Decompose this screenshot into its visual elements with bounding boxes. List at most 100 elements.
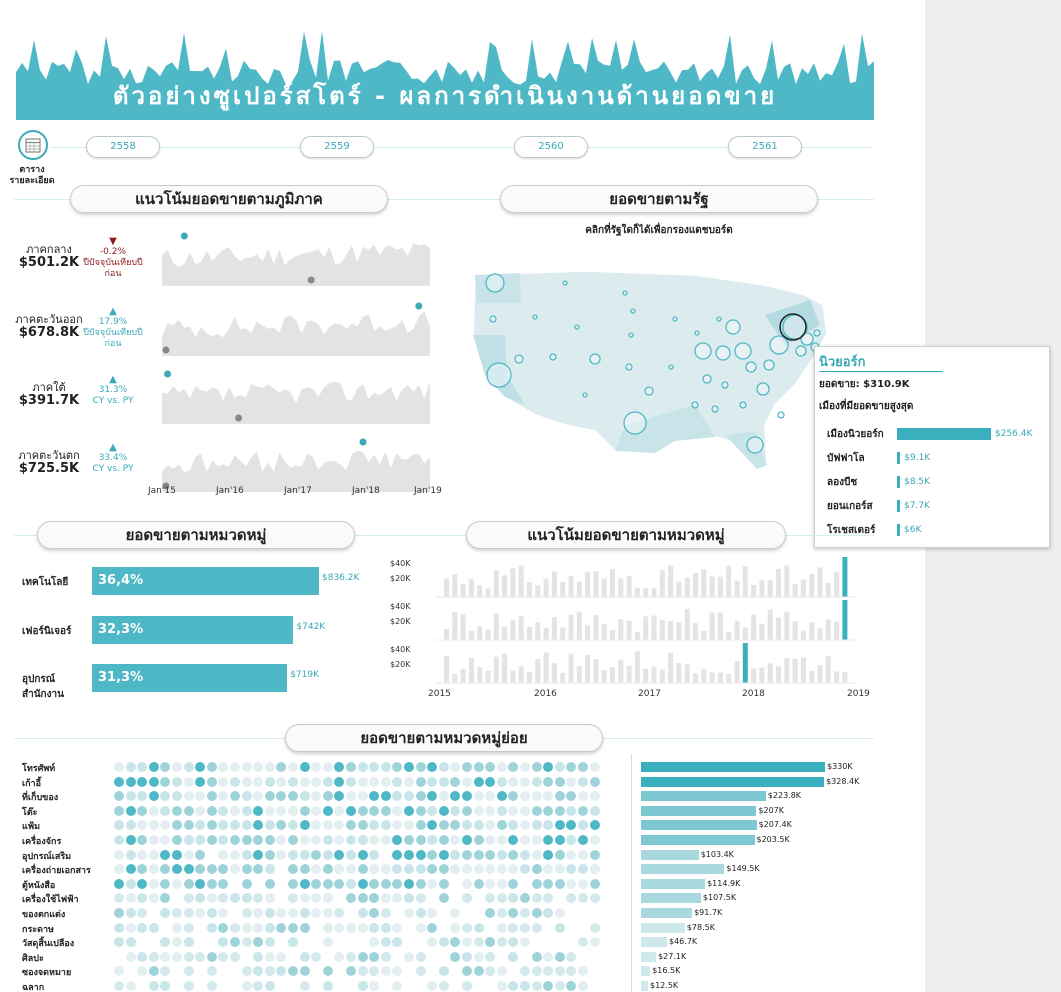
subcategory-month-dot[interactable] bbox=[125, 981, 136, 991]
trend-bar[interactable] bbox=[693, 573, 698, 597]
subcategory-month-dot[interactable] bbox=[531, 791, 542, 802]
subcategory-month-dot[interactable] bbox=[322, 791, 333, 802]
trend-bar[interactable] bbox=[626, 620, 632, 640]
subcategory-month-dot[interactable] bbox=[508, 981, 519, 991]
subcategory-month-dot[interactable] bbox=[230, 820, 240, 831]
trend-bar[interactable] bbox=[618, 659, 624, 683]
subcategory-month-dot[interactable] bbox=[276, 951, 287, 962]
subcategory-bar[interactable] bbox=[641, 937, 667, 948]
subcategory-month-dot[interactable] bbox=[160, 908, 171, 918]
trend-bar[interactable] bbox=[776, 568, 781, 597]
trend-bar[interactable] bbox=[693, 623, 698, 640]
trend-bar[interactable] bbox=[701, 668, 707, 683]
subcategory-month-dot[interactable] bbox=[357, 791, 368, 802]
trend-bar[interactable] bbox=[643, 668, 649, 684]
state-sales-circle[interactable] bbox=[694, 342, 712, 360]
subcategory-month-dot[interactable] bbox=[554, 864, 565, 875]
subcategory-month-dot[interactable] bbox=[473, 762, 484, 772]
trend-bar[interactable] bbox=[759, 580, 765, 597]
subcategory-month-dot[interactable] bbox=[334, 835, 345, 845]
state-sales-circle[interactable] bbox=[628, 332, 634, 338]
trend-bar[interactable] bbox=[601, 578, 607, 598]
trend-bar[interactable] bbox=[834, 621, 840, 640]
subcategory-month-dot[interactable] bbox=[415, 893, 426, 904]
subcategory-month-dot[interactable] bbox=[253, 776, 264, 787]
subcategory-month-dot[interactable] bbox=[322, 878, 333, 889]
trend-bar[interactable] bbox=[825, 619, 831, 640]
subcategory-month-dot[interactable] bbox=[230, 864, 240, 875]
subcategory-month-dot[interactable] bbox=[380, 820, 391, 831]
subcategory-month-dot[interactable] bbox=[415, 878, 426, 889]
state-florida[interactable] bbox=[725, 431, 767, 469]
subcategory-month-dot[interactable] bbox=[183, 981, 194, 991]
subcategory-month-dot[interactable] bbox=[230, 835, 240, 845]
subcategory-month-dot[interactable] bbox=[578, 878, 588, 889]
subcategory-month-dot[interactable] bbox=[450, 791, 461, 802]
subcategory-month-dot[interactable] bbox=[299, 922, 310, 933]
trend-bar[interactable] bbox=[468, 579, 474, 597]
subcategory-month-dot[interactable] bbox=[288, 937, 298, 948]
subcategory-month-dot[interactable] bbox=[473, 805, 484, 816]
state-sales-circle[interactable] bbox=[486, 362, 512, 388]
subcategory-month-dot[interactable] bbox=[195, 762, 206, 772]
subcategory-month-dot[interactable] bbox=[206, 835, 217, 845]
subcategory-month-dot[interactable] bbox=[520, 835, 530, 845]
subcategory-month-dot[interactable] bbox=[322, 893, 333, 904]
subcategory-month-dot[interactable] bbox=[578, 776, 588, 787]
subcategory-month-dot[interactable] bbox=[241, 981, 252, 991]
subcategory-month-dot[interactable] bbox=[427, 805, 438, 816]
trend-bar[interactable] bbox=[460, 668, 466, 683]
subcategory-month-dot[interactable] bbox=[125, 878, 136, 889]
subcategory-month-dot[interactable] bbox=[311, 893, 322, 904]
subcategory-month-dot[interactable] bbox=[566, 776, 577, 787]
subcategory-month-dot[interactable] bbox=[230, 951, 240, 962]
trend-bar[interactable] bbox=[485, 670, 491, 683]
subcategory-month-dot[interactable] bbox=[462, 937, 472, 948]
trend-bar[interactable] bbox=[626, 665, 632, 683]
subcategory-month-dot[interactable] bbox=[183, 791, 194, 802]
state-sales-circle[interactable] bbox=[694, 330, 700, 336]
subcategory-month-dot[interactable] bbox=[392, 878, 403, 889]
subcategory-month-dot[interactable] bbox=[264, 849, 275, 860]
subcategory-month-dot[interactable] bbox=[299, 893, 310, 904]
trend-bar[interactable] bbox=[452, 574, 458, 597]
subcategory-month-dot[interactable] bbox=[415, 922, 426, 933]
subcategory-month-dot[interactable] bbox=[218, 908, 229, 918]
subcategory-month-dot[interactable] bbox=[531, 966, 542, 977]
state-sales-circle[interactable] bbox=[739, 401, 747, 409]
subcategory-month-dot[interactable] bbox=[288, 908, 298, 918]
trend-bar[interactable] bbox=[477, 626, 483, 640]
subcategory-month-dot[interactable] bbox=[253, 922, 264, 933]
subcategory-month-dot[interactable] bbox=[322, 864, 333, 875]
subcategory-month-dot[interactable] bbox=[415, 966, 426, 977]
subcategory-month-dot[interactable] bbox=[531, 864, 542, 875]
trend-bar[interactable] bbox=[444, 578, 449, 597]
subcategory-month-dot[interactable] bbox=[357, 762, 368, 772]
subcategory-month-dot[interactable] bbox=[114, 791, 124, 802]
subcategory-month-dot[interactable] bbox=[160, 966, 171, 977]
subcategory-month-dot[interactable] bbox=[554, 776, 565, 787]
subcategory-month-dot[interactable] bbox=[137, 966, 148, 977]
trend-bar[interactable] bbox=[560, 581, 566, 597]
subcategory-month-dot[interactable] bbox=[346, 762, 356, 772]
subcategory-month-dot[interactable] bbox=[288, 893, 298, 904]
subcategory-month-dot[interactable] bbox=[578, 937, 588, 948]
trend-bar[interactable] bbox=[502, 575, 508, 597]
subcategory-month-dot[interactable] bbox=[334, 820, 345, 831]
subcategory-month-dot[interactable] bbox=[114, 820, 124, 831]
subcategory-month-dot[interactable] bbox=[473, 849, 484, 860]
subcategory-month-dot[interactable] bbox=[520, 981, 530, 991]
subcategory-month-dot[interactable] bbox=[264, 791, 275, 802]
subcategory-month-dot[interactable] bbox=[346, 791, 356, 802]
subcategory-month-dot[interactable] bbox=[183, 849, 194, 860]
trend-bar[interactable] bbox=[518, 666, 524, 683]
subcategory-month-dot[interactable] bbox=[369, 951, 380, 962]
state-sales-circle[interactable] bbox=[485, 273, 505, 293]
subcategory-month-dot[interactable] bbox=[299, 820, 310, 831]
subcategory-month-dot[interactable] bbox=[485, 791, 496, 802]
subcategory-month-dot[interactable] bbox=[311, 776, 322, 787]
subcategory-month-dot[interactable] bbox=[241, 820, 252, 831]
subcategory-bar[interactable] bbox=[641, 791, 766, 802]
subcategory-month-dot[interactable] bbox=[172, 937, 182, 948]
state-sales-circle[interactable] bbox=[795, 345, 807, 357]
